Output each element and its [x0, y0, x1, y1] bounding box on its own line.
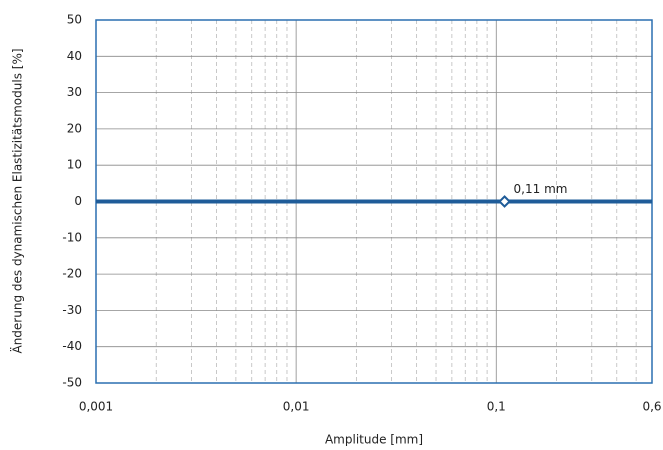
y-tick-label: 10 — [67, 158, 82, 172]
annotation: 0,11 mm — [514, 182, 568, 196]
x-tick-label: 0,6 — [642, 400, 661, 414]
y-tick-label: 20 — [67, 121, 82, 135]
y-tick-label: -30 — [62, 303, 82, 317]
y-tick-label: -20 — [62, 267, 82, 281]
y-tick-label: -10 — [62, 230, 82, 244]
y-axis-label: Änderung des dynamischen Elastizitätsmod… — [10, 48, 25, 353]
x-tick-label: 0,001 — [79, 400, 113, 414]
marker — [498, 195, 511, 208]
y-tick-label: 0 — [74, 194, 82, 208]
x-tick-label: 0,1 — [487, 400, 506, 414]
y-tick-label: -40 — [62, 339, 82, 353]
y-tick-label: 30 — [67, 85, 82, 99]
y-tick-label: 50 — [67, 13, 82, 27]
y-tick-label: 40 — [67, 49, 82, 63]
x-axis-label: Amplitude [mm] — [325, 433, 423, 447]
y-tick-label: -50 — [62, 376, 82, 390]
x-tick-label: 0,01 — [283, 400, 310, 414]
